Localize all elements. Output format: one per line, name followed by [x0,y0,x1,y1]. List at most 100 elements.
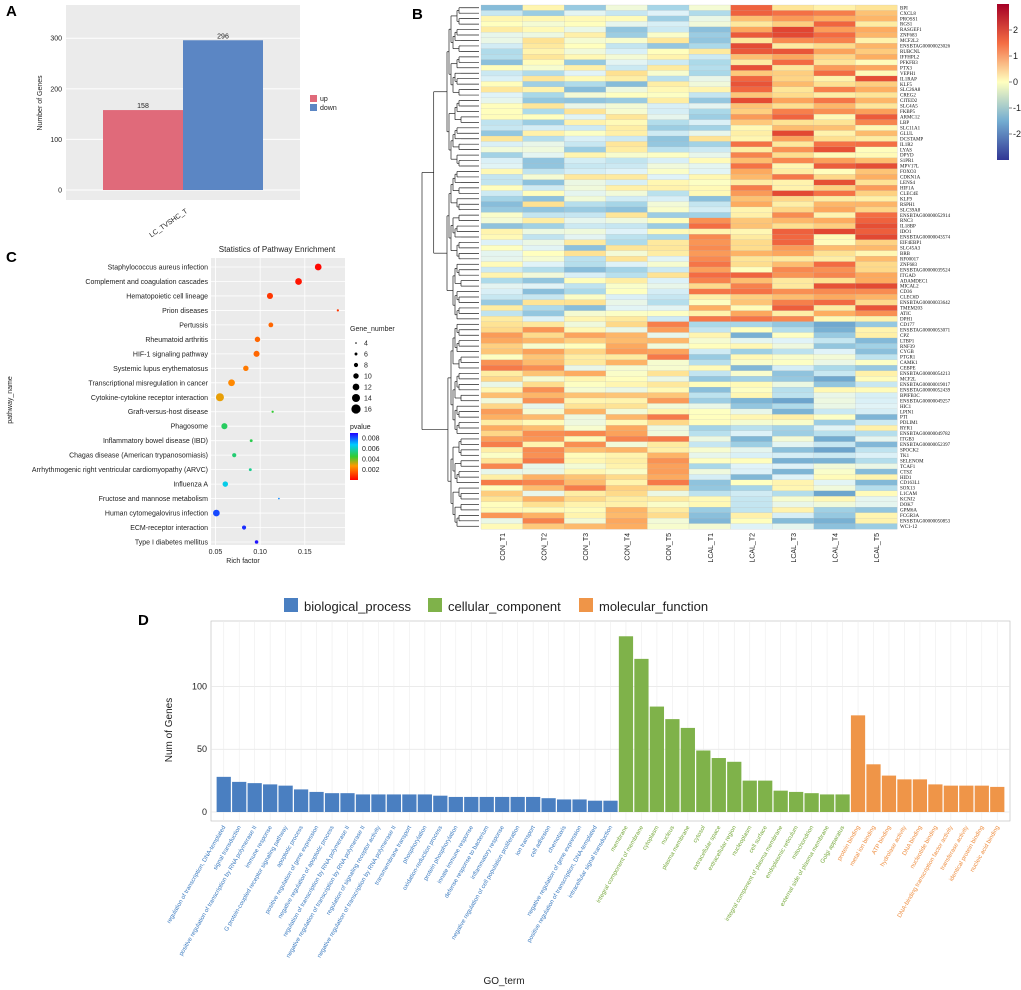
heatmap-cell [730,457,773,464]
heatmap-cell [564,43,607,50]
heatmap-cell [855,245,898,252]
heatmap-cell [730,97,773,104]
heatmap-cell [480,490,524,497]
go-term-bar [819,794,835,812]
heatmap-cell [605,474,648,481]
heatmap-cell [772,425,815,432]
heatmap-cell [480,359,524,366]
heatmap-cell [855,468,898,475]
go-term-bar [247,783,262,812]
heatmap-cell [605,32,648,39]
heatmap-cell [855,59,898,66]
go-term-bar [495,796,510,812]
heatmap-cell [855,255,898,262]
panel-d-y-axis-label: Num of Genes [164,698,175,762]
pathway-point [241,525,247,530]
heatmap-row-label: KCNJ2 [900,498,916,503]
heatmap-cell [647,141,690,148]
heatmap-cell [605,223,648,230]
heatmap-cell [564,130,607,137]
heatmap-cell [855,103,898,110]
heatmap-cell [730,326,773,333]
heatmap-row-label: LPIN1 [900,410,914,415]
heatmap-cell [480,397,524,404]
heatmap-cell [564,299,607,306]
heatmap-cell [813,26,856,33]
heatmap-cell [688,103,732,110]
heatmap-cell [772,81,815,88]
heatmap-row-label: IFFHPL2 [900,55,920,60]
heatmap-cell [605,21,648,28]
go-term-bar [835,794,850,812]
heatmap-cell [564,463,607,470]
heatmap-cell [647,326,690,333]
heatmap-cell [772,92,815,99]
heatmap-cell [813,501,856,508]
heatmap-cell [730,441,773,448]
heatmap-cell [772,152,815,159]
heatmap-cell [564,228,607,235]
heatmap-cell [855,288,898,295]
heatmap-cell [688,21,732,28]
heatmap-cell [522,174,565,181]
heatmap-cell [855,359,898,366]
heatmap-cell [730,517,773,524]
heatmap-cell [855,223,898,230]
heatmap-cell [647,10,690,17]
heatmap-cell [564,337,607,344]
heatmap-cell [522,124,565,131]
heatmap-cell [605,305,648,312]
heatmap-cell [730,414,773,421]
go-term-bar [556,799,572,812]
heatmap-cell [564,234,607,241]
heatmap-row-label: RNC3 [900,219,913,224]
go-term-bar [928,784,943,812]
pathway-point [213,509,220,517]
heatmap-cell [605,114,648,121]
heatmap-cell [605,255,648,262]
heatmap-cell [855,392,898,399]
heatmap-cell [855,217,898,224]
heatmap-cell [522,163,565,170]
heatmap-cell [772,310,815,317]
heatmap-cell [730,305,773,312]
pathway-point [248,468,252,472]
heatmap-cell [564,386,607,393]
go-term-label: extracellular space [692,824,723,871]
heatmap-cell [813,441,856,448]
heatmap-cell [480,135,524,142]
heatmap-cell [855,425,898,432]
panel-a-y-tick-label: 100 [50,137,62,144]
heatmap-cell [688,130,732,137]
go-term-bar [758,780,773,812]
heatmap-row-label: PDLIM1 [900,421,919,426]
heatmap-cell [564,141,607,148]
heatmap-cell [605,441,648,448]
heatmap-cell [813,108,856,115]
heatmap-cell [522,321,565,328]
heatmap-cell [564,179,607,186]
heatmap-cell [480,386,524,393]
heatmap-cell [605,310,648,317]
pathway-label: Hematopoietic cell lineage [126,293,208,300]
heatmap-cell [480,119,524,126]
heatmap-cell [772,463,815,470]
heatmap-cell [605,59,648,66]
gene-number-legend-dot [352,394,360,402]
heatmap-cell [813,425,856,432]
heatmap-cell [647,124,690,131]
heatmap-cell [813,316,856,322]
heatmap-cell [813,337,856,344]
heatmap-cell [605,457,648,464]
heatmap-cell [564,316,607,322]
heatmap-cell [855,124,898,131]
heatmap-cell [772,365,815,372]
heatmap-cell [480,463,524,470]
heatmap-cell [647,255,690,262]
heatmap-cell [522,152,565,159]
heatmap-row-label: MCF2L [900,378,916,383]
heatmap-cell [688,277,732,284]
go-term-bar [742,780,757,812]
heatmap-cell [480,81,524,88]
heatmap-cell [564,310,607,317]
